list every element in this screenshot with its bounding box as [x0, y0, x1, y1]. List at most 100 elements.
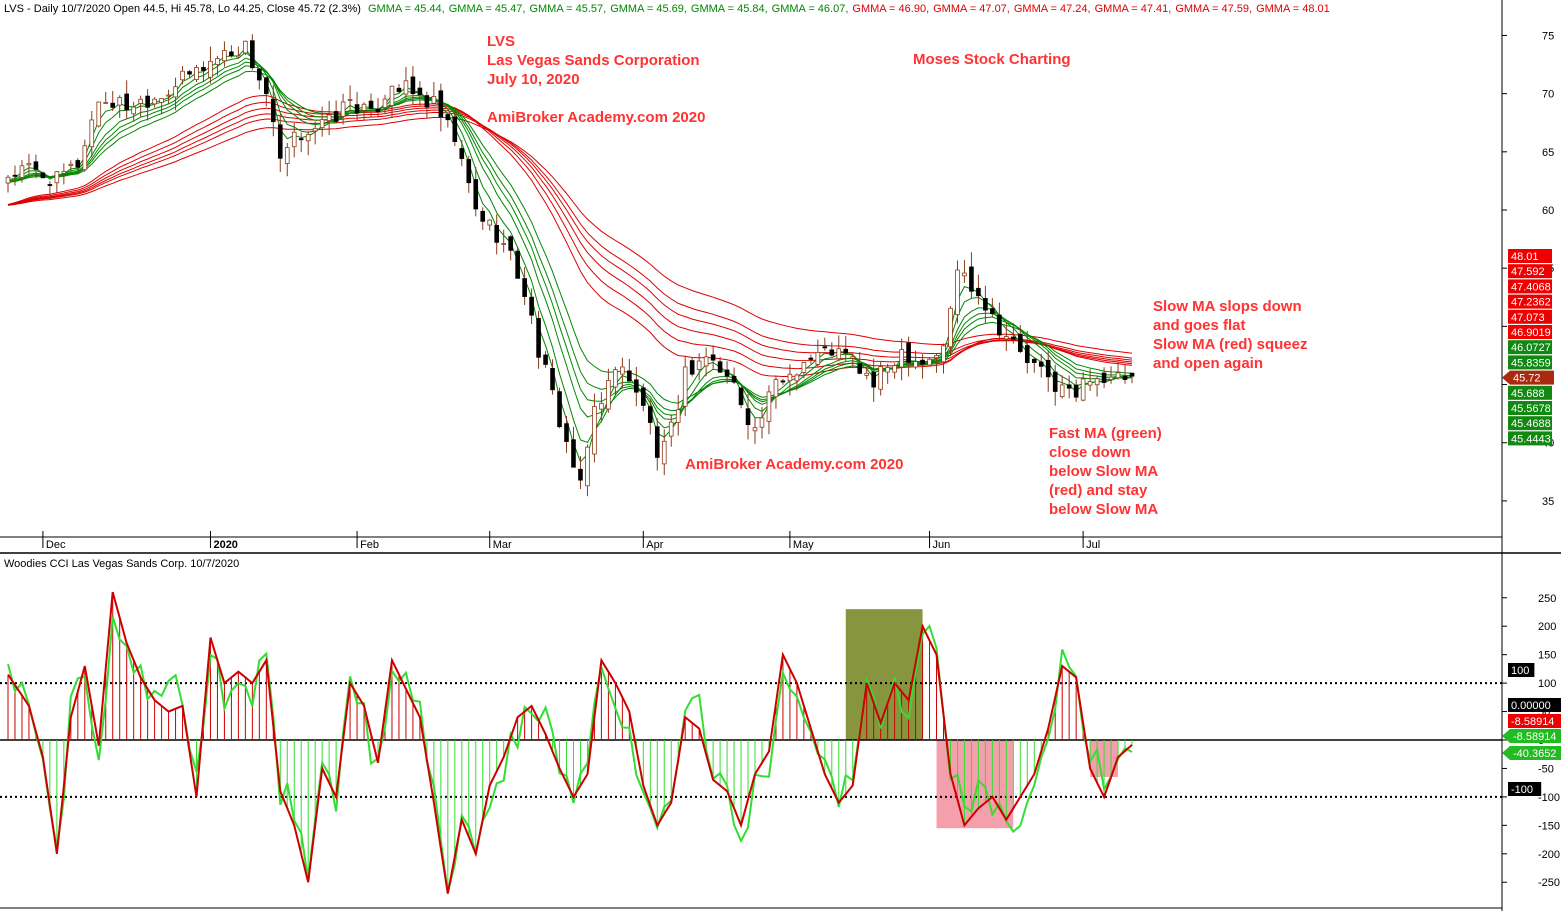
candle-body: [215, 58, 220, 65]
candle: [382, 94, 388, 115]
candle: [68, 160, 74, 173]
candle-body: [759, 417, 765, 428]
candle-body: [124, 93, 129, 111]
candle: [1024, 330, 1030, 374]
candle-body: [138, 98, 143, 104]
candle: [836, 335, 842, 362]
candle: [864, 364, 870, 380]
candle-body: [117, 97, 123, 106]
candle-body: [557, 391, 562, 428]
candle-body: [257, 68, 262, 81]
candle: [766, 385, 772, 435]
candle: [634, 366, 639, 407]
gmma-value-1: GMMA = 45.47,: [449, 3, 526, 15]
candle: [522, 267, 527, 305]
candle-body: [5, 176, 11, 184]
candle-body: [347, 99, 353, 101]
gmma-value-6: GMMA = 46.90,: [852, 3, 929, 15]
candle: [410, 66, 416, 105]
price-label-70: 70: [1542, 89, 1554, 101]
candle: [955, 260, 960, 324]
cci-badge-label: -40.3652: [1513, 748, 1556, 760]
cci-red-line: [7, 591, 1133, 894]
candle-body: [696, 360, 702, 370]
candle: [326, 100, 332, 136]
candle-body: [850, 356, 856, 359]
candle: [529, 288, 534, 325]
lower-pane-title: Woodies CCI Las Vegas Sands Corp. 10/7/2…: [4, 558, 239, 570]
candle-body: [159, 98, 164, 103]
candle: [26, 153, 32, 174]
price-badge-box: [1508, 385, 1552, 400]
candle-body: [1122, 375, 1128, 380]
price-badge-box: [1508, 325, 1552, 339]
price-label-65: 65: [1542, 147, 1554, 159]
candle-body: [452, 116, 458, 142]
candle: [585, 444, 590, 497]
candle-body: [75, 160, 81, 168]
gmma-value-10: GMMA = 47.59,: [1175, 3, 1252, 15]
candle-body: [340, 101, 346, 117]
candle-body: [794, 374, 800, 382]
candle-body: [997, 314, 1002, 336]
candle: [82, 139, 88, 172]
candle-body: [319, 119, 325, 129]
cci-badge-2: -8.58914: [1508, 714, 1561, 728]
candle-body: [885, 367, 890, 373]
cci-badge-3: -8.58914: [1502, 729, 1561, 743]
candle-body: [417, 87, 423, 95]
candle-body: [187, 71, 192, 75]
candle-body: [899, 349, 904, 368]
candle-body: [326, 114, 332, 121]
candle: [606, 368, 611, 413]
candle-body: [89, 119, 95, 148]
candle: [857, 351, 863, 375]
cci-badges: 100 0.00000 -8.58914 -8.58914 -40.3652 -100: [1502, 663, 1561, 796]
candle: [1038, 353, 1044, 378]
candle: [494, 214, 500, 255]
candle: [1108, 366, 1114, 384]
candle-body: [480, 210, 486, 222]
candle: [1066, 375, 1072, 399]
candle-body: [969, 266, 974, 292]
price-badge-box: [1508, 340, 1552, 355]
candle: [983, 285, 988, 324]
candle: [291, 123, 297, 158]
candle-body: [47, 184, 53, 186]
candle-body: [543, 354, 548, 365]
candle: [222, 41, 227, 67]
price-badge-label: 45.4443: [1511, 433, 1551, 445]
candle: [599, 392, 604, 423]
candle-body: [1031, 358, 1037, 363]
candle: [243, 40, 248, 56]
price-badge-label: 47.073: [1511, 312, 1545, 324]
candle-body: [515, 250, 520, 279]
candle-body: [710, 354, 716, 361]
candle-body: [829, 349, 835, 356]
candle: [508, 235, 513, 261]
candle-body: [396, 87, 402, 92]
candle-body: [250, 40, 255, 69]
candle-body: [1073, 384, 1079, 398]
candle: [962, 260, 967, 283]
candle: [843, 336, 849, 362]
price-badge-label: 45.5678: [1511, 403, 1551, 415]
candle-body: [222, 50, 227, 62]
candle: [229, 45, 234, 58]
cci-badge-box: [1508, 663, 1535, 677]
candle: [89, 110, 95, 157]
candle: [159, 98, 164, 115]
candle-body: [438, 90, 444, 118]
candle-body: [501, 243, 506, 245]
candle: [333, 100, 339, 124]
candle-body: [277, 124, 283, 159]
candle: [689, 357, 695, 377]
candle-body: [990, 308, 995, 315]
candle: [487, 219, 493, 231]
date-label-Jun: Jun: [933, 539, 951, 551]
candle: [298, 132, 304, 153]
candle-body: [445, 114, 451, 121]
candle-body: [1045, 359, 1051, 378]
candle: [515, 246, 520, 279]
